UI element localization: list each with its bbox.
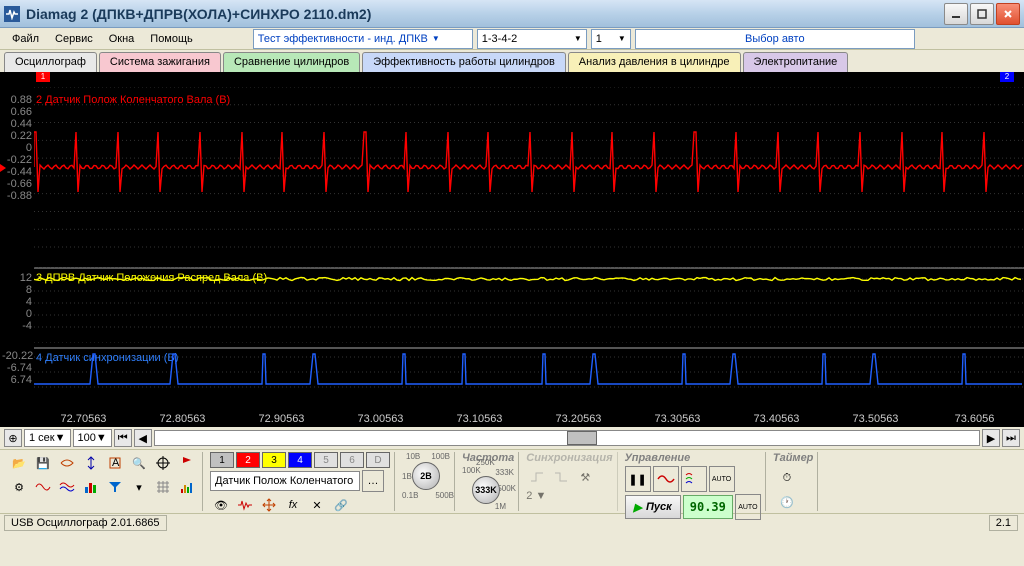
svg-text:A: A [112, 457, 120, 469]
tab-bar: Осциллограф Система зажигания Сравнение … [0, 50, 1024, 72]
run-button[interactable]: ▶Пуск [625, 495, 681, 519]
auto-time-button[interactable]: ⊕ [4, 429, 22, 447]
toolbar: 📂 💾 A 🔍 ⚙ ▾ 1 2 3 4 5 6 D [0, 449, 1024, 513]
sync-rise-icon[interactable] [526, 466, 548, 488]
time-slider[interactable] [154, 430, 980, 446]
zoom-area-icon[interactable]: 🔍 [128, 452, 150, 474]
nav-first[interactable]: ⏮ [114, 429, 132, 447]
nav-next[interactable]: ▶ [982, 429, 1000, 447]
save-icon[interactable]: 💾 [32, 452, 54, 474]
tab-cylinder-compare[interactable]: Сравнение цилиндров [223, 52, 360, 72]
firing-order-combo[interactable]: 1-3-4-2▼ [477, 29, 587, 49]
oscilloscope-display[interactable]: 1 2 2 Датчик Полож Коленчатого Вала (B) … [0, 72, 1024, 427]
tab-cylinder-efficiency[interactable]: Эффективность работы цилиндров [362, 52, 566, 72]
marker-2[interactable]: 2 [1000, 72, 1014, 82]
fx-icon[interactable]: fx [282, 494, 304, 516]
tab-oscilloscope[interactable]: Осциллограф [4, 52, 97, 72]
single-wave-button[interactable] [653, 466, 679, 492]
channel-4-button[interactable]: 4 [288, 452, 312, 468]
channel-6-button[interactable]: 6 [340, 452, 364, 468]
ch3-ylabels: 12840-4 [2, 272, 32, 332]
status-device: USB Осциллограф 2.01.6865 [4, 515, 167, 531]
app-icon [4, 6, 20, 22]
marker-1[interactable]: 1 [36, 72, 50, 82]
status-version: 2.1 [989, 515, 1018, 531]
test-combo[interactable]: Тест эффективности - инд. ДПКВ▼ [253, 29, 473, 49]
open-icon[interactable]: 📂 [8, 452, 30, 474]
frequency-dial[interactable]: 100K 250K 333K 500K 1M 333K [462, 466, 510, 511]
multi-wave-button[interactable] [681, 466, 707, 492]
tab-power[interactable]: Электропитание [743, 52, 849, 72]
wave-small-icon[interactable] [234, 494, 256, 516]
spectrum-icon[interactable] [176, 476, 198, 498]
link-icon[interactable]: 🔗 [330, 494, 352, 516]
filter-icon[interactable] [104, 476, 126, 498]
cylinder-num-combo[interactable]: 1▼ [591, 29, 631, 49]
channel-2-button[interactable]: 2 [236, 452, 260, 468]
close-button[interactable] [996, 3, 1020, 25]
menu-help[interactable]: Помощь [142, 31, 201, 47]
gear-icon[interactable]: ⚙ [8, 476, 30, 498]
sync-fall-icon[interactable] [550, 466, 572, 488]
time-bar: ⊕ 1 сек ▼ 100 ▼ ⏮ ◀ ▶ ⏭ [0, 427, 1024, 449]
sync-tool-icon[interactable]: ⚒ [574, 466, 596, 488]
tab-pressure-analysis[interactable]: Анализ давления в цилиндре [568, 52, 741, 72]
settings-icon[interactable]: ✕ [306, 494, 328, 516]
window-title: Diamag 2 (ДПКВ+ДПРВ(ХОЛА)+СИНХРО 2110.dm… [26, 6, 944, 22]
title-bar: Diamag 2 (ДПКВ+ДПРВ(ХОЛА)+СИНХРО 2110.dm… [0, 0, 1024, 28]
channel-more-button[interactable]: … [362, 470, 384, 492]
auto-select-combo[interactable]: Выбор авто [635, 29, 915, 49]
voltage-dial[interactable]: 10B 100B 1B 500B 0.1B 2B [402, 452, 450, 500]
visibility-icon[interactable]: 👁 [210, 494, 232, 516]
wave-multi-icon[interactable] [56, 476, 78, 498]
maximize-button[interactable] [970, 3, 994, 25]
time-unit-combo[interactable]: 1 сек ▼ [24, 429, 71, 447]
x-axis-labels: 72.7056372.8056372.9056373.0056373.10563… [34, 413, 1024, 425]
ch3-waveform [34, 267, 1024, 337]
auto-scale-icon[interactable]: A [104, 452, 126, 474]
timer-label: Таймер [773, 452, 814, 464]
ctrl-label: Управление [625, 452, 761, 464]
auto-mode-button[interactable]: AUTO [709, 466, 735, 492]
ch2-ylabels: 0.880.660.440.220-0.22-0.44-0.66-0.88 [2, 94, 32, 202]
channel-5-button[interactable]: 5 [314, 452, 338, 468]
cursor-icon[interactable] [152, 452, 174, 474]
ch4-waveform [34, 342, 1024, 397]
zoom-combo[interactable]: 100 ▼ [73, 429, 112, 447]
move-icon[interactable] [258, 494, 280, 516]
bars-icon[interactable] [80, 476, 102, 498]
flag-icon[interactable] [176, 452, 198, 474]
grid-icon[interactable] [152, 476, 174, 498]
auto-time-button[interactable]: AUTO [735, 494, 761, 520]
channel-3-button[interactable]: 3 [262, 452, 286, 468]
ch4-ylabels: -20.22-6.746.74 [2, 350, 32, 386]
status-bar: USB Осциллограф 2.01.6865 2.1 [0, 513, 1024, 531]
channel-d-button[interactable]: D [366, 452, 390, 468]
tab-ignition[interactable]: Система зажигания [99, 52, 221, 72]
minimize-button[interactable] [944, 3, 968, 25]
clock-icon[interactable]: 🕐 [773, 493, 801, 511]
menu-bar: Файл Сервис Окна Помощь Тест эффективнос… [0, 28, 1024, 50]
pause-button[interactable]: ❚❚ [625, 466, 651, 492]
zoom-fit-icon[interactable] [56, 452, 78, 474]
menu-windows[interactable]: Окна [101, 31, 143, 47]
menu-file[interactable]: Файл [4, 31, 47, 47]
wave-red-icon[interactable] [32, 476, 54, 498]
nav-last[interactable]: ⏭ [1002, 429, 1020, 447]
nav-prev[interactable]: ◀ [134, 429, 152, 447]
ch2-waveform [34, 87, 1024, 267]
stopwatch-icon[interactable]: ⏱ [773, 466, 801, 491]
menu-service[interactable]: Сервис [47, 31, 101, 47]
sync-label: Синхронизация [526, 452, 612, 464]
zoom-y-icon[interactable] [80, 452, 102, 474]
dropdown-icon[interactable]: ▾ [128, 476, 150, 498]
time-display: 90.39 [683, 495, 733, 519]
sync-channel-combo[interactable]: 2 ▼ [526, 490, 566, 502]
channel-name-input[interactable] [210, 471, 360, 491]
channel-1-button[interactable]: 1 [210, 452, 234, 468]
